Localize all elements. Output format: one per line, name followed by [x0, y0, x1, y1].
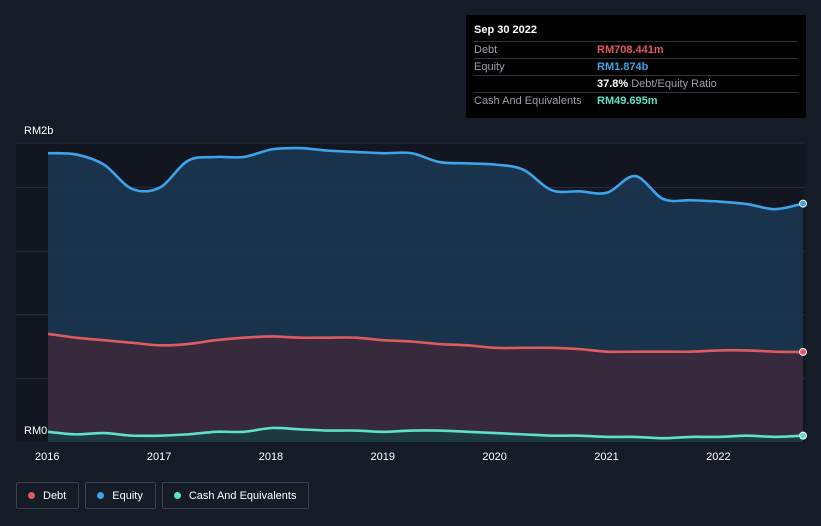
x-tick-label: 2018 [258, 451, 284, 463]
tooltip-row-equity: Equity RM1.874b [474, 58, 798, 75]
legend-label-debt: Debt [43, 489, 67, 502]
tooltip-value-ratio: 37.8% [597, 78, 629, 90]
tooltip-row-ratio: 37.8% Debt/Equity Ratio [474, 75, 798, 92]
debt-line [47, 332, 804, 354]
tooltip-value-cash: RM49.695m [597, 95, 658, 107]
x-tick-label: 2016 [35, 451, 60, 463]
y-axis-bottom-label: RM0 [24, 425, 48, 437]
tooltip-value-debt: RM708.441m [597, 44, 664, 56]
legend-label-equity: Equity [112, 489, 143, 502]
debt-dot-icon [28, 492, 35, 499]
equity-end-marker [799, 199, 807, 208]
legend-item-equity[interactable]: Equity [85, 482, 156, 509]
cash-dot-icon [173, 492, 181, 499]
debt-end-marker [799, 347, 807, 356]
equity-dot-icon [97, 492, 105, 499]
legend-item-debt[interactable]: Debt [16, 482, 80, 509]
cash-and-equivalents-end-marker [799, 431, 807, 440]
x-tick-label: 2017 [146, 451, 172, 463]
tooltip-label-ratio [474, 76, 597, 92]
tooltip-label-cash: Cash And Equivalents [474, 95, 582, 107]
equity-line [47, 146, 804, 211]
x-tick-label: 2019 [370, 451, 396, 463]
y-axis-top-label: RM2b [24, 125, 54, 137]
chart-legend: Debt Equity Cash And Equivalents [16, 482, 310, 509]
x-tick-label: 2020 [482, 451, 507, 463]
x-tick-label: 2021 [594, 451, 619, 463]
series-lines [47, 146, 804, 440]
series-areas [48, 147, 803, 442]
tooltip-date: Sep 30 2022 [474, 24, 537, 36]
cash-and-equivalents-area [48, 427, 803, 442]
tooltip-ratio-caption: Debt/Equity Ratio [631, 78, 717, 90]
data-tooltip: Sep 30 2022 Debt RM708.441m Equity RM1.8… [466, 15, 806, 118]
cash-and-equivalents-line [47, 426, 804, 440]
series-end-markers [799, 199, 807, 440]
tooltip-row-debt: Debt RM708.441m [474, 41, 798, 58]
x-tick-label: 2022 [706, 451, 731, 463]
tooltip-value-equity: RM1.874b [597, 61, 649, 73]
tooltip-row-cash: Cash And Equivalents RM49.695m [474, 92, 798, 109]
debt-area [48, 333, 803, 442]
legend-label-cash: Cash And Equivalents [188, 489, 297, 502]
legend-item-cash[interactable]: Cash And Equivalents [161, 482, 310, 509]
tooltip-label-debt: Debt [474, 44, 498, 56]
tooltip-label-equity: Equity [474, 61, 505, 73]
